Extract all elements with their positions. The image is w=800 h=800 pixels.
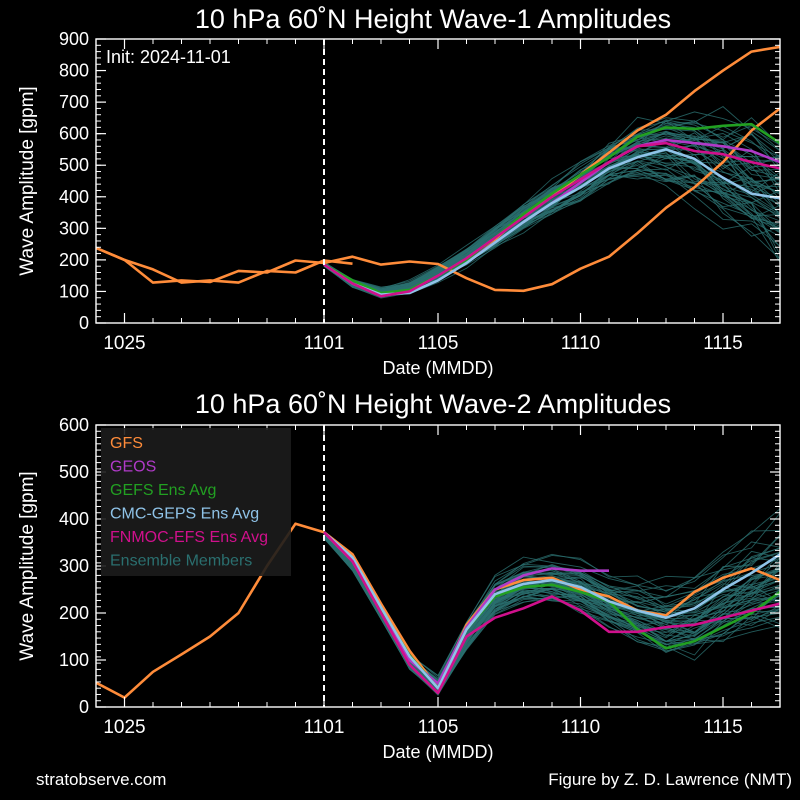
series-line-5 bbox=[323, 148, 780, 296]
ensemble-member-line bbox=[323, 536, 780, 687]
legend-entry: Ensemble Members bbox=[110, 553, 252, 570]
ensemble-member-line bbox=[323, 106, 780, 289]
legend-entry: GFS bbox=[110, 435, 143, 452]
legend-entry: GEFS Ens Avg bbox=[110, 482, 216, 499]
ensemble-member-line bbox=[323, 536, 780, 689]
ensemble-member-line bbox=[323, 136, 780, 293]
y-tick-label: 300 bbox=[59, 218, 89, 238]
series-line-4 bbox=[323, 531, 780, 690]
ensemble-member-line bbox=[323, 536, 780, 689]
ensemble-member-line bbox=[323, 536, 780, 689]
x-tick-label: 1110 bbox=[561, 717, 600, 738]
footer-site: stratobserve.com bbox=[36, 770, 167, 789]
y-tick-label: 900 bbox=[59, 29, 89, 49]
ensemble-member-line bbox=[323, 533, 780, 684]
ensemble-member-line bbox=[323, 142, 780, 293]
ensemble-member-line bbox=[323, 535, 780, 689]
series-line-0 bbox=[96, 246, 353, 284]
series-line-4 bbox=[323, 122, 780, 295]
ensemble-member-line bbox=[323, 535, 780, 687]
x-tick-label: 1105 bbox=[418, 717, 459, 738]
y-axis-label: Wave Amplitude [gpm] bbox=[17, 471, 38, 660]
y-tick-label: 200 bbox=[59, 603, 89, 623]
series-line-1 bbox=[323, 531, 780, 690]
plot-area bbox=[96, 508, 780, 699]
y-tick-label: 0 bbox=[79, 697, 89, 717]
x-tick-label: 1025 bbox=[103, 717, 145, 738]
ensemble-member-line bbox=[323, 535, 780, 690]
ensemble-member-line bbox=[323, 141, 780, 293]
y-tick-label: 700 bbox=[59, 92, 89, 112]
x-axis-label: Date (MMDD) bbox=[383, 742, 494, 762]
init-annotation: Init: 2024-11-01 bbox=[106, 47, 231, 67]
y-tick-label: 500 bbox=[59, 155, 89, 175]
y-tick-label: 300 bbox=[59, 556, 89, 576]
plot-area bbox=[96, 45, 780, 299]
x-tick-label: 1110 bbox=[561, 333, 600, 354]
ensemble-member-line bbox=[323, 535, 780, 689]
legend-entry: CMC-GEPS Ens Avg bbox=[110, 506, 259, 523]
ensemble-member-line bbox=[323, 111, 780, 290]
ensemble-member-line bbox=[323, 534, 780, 689]
ensemble-member-line bbox=[323, 535, 780, 689]
y-axis-label: Wave Amplitude [gpm] bbox=[17, 86, 38, 275]
y-tick-label: 800 bbox=[59, 61, 89, 81]
ensemble-member-line bbox=[323, 535, 780, 689]
series-line-1 bbox=[96, 107, 780, 293]
ensemble-member-line bbox=[323, 143, 780, 291]
x-tick-label: 1115 bbox=[703, 333, 742, 354]
x-axis-label: Date (MMDD) bbox=[383, 358, 494, 378]
y-tick-label: 400 bbox=[59, 187, 89, 207]
legend-entry: GEOS bbox=[110, 459, 156, 476]
y-tick-label: 600 bbox=[59, 415, 89, 435]
ensemble-member-line bbox=[323, 535, 780, 690]
chart-panel-2: 0 100 200 300 400 500 600 1025 1101 1105 1110 1115 1… bbox=[17, 389, 781, 762]
x-tick-label: 1101 bbox=[304, 717, 345, 738]
ensemble-member-line bbox=[323, 537, 780, 693]
ensemble-member-line bbox=[323, 535, 780, 687]
x-tick-label: 1115 bbox=[703, 717, 742, 738]
ensemble-member-line bbox=[323, 537, 780, 696]
series-line-6 bbox=[323, 141, 780, 298]
y-tick-label: 600 bbox=[59, 124, 89, 144]
ensemble-member-line bbox=[323, 536, 780, 689]
y-tick-label: 0 bbox=[79, 313, 89, 333]
legend: GFS GEOS GEFS Ens Avg CMC-GEPS Ens Avg FNMOC… bbox=[101, 428, 291, 576]
footer-credit: Figure by Z. D. Lawrence (NMT) bbox=[548, 770, 792, 789]
y-tick-label: 100 bbox=[59, 650, 89, 670]
ensemble-member-line bbox=[323, 537, 780, 695]
y-tick-label: 100 bbox=[59, 281, 89, 301]
x-tick-label: 1105 bbox=[418, 333, 459, 354]
y-tick-label: 400 bbox=[59, 509, 89, 529]
chart-title: 10 hPa 60˚N Height Wave-1 Amplitudes bbox=[195, 4, 671, 34]
chart-panel-1: 0 100 200 300 400 500 600 700 800 900 1025 1101 1105… bbox=[17, 4, 781, 378]
ensemble-member-line bbox=[323, 535, 780, 688]
x-tick-label: 1101 bbox=[304, 333, 345, 354]
x-tick-label: 1025 bbox=[103, 333, 145, 354]
y-tick-label: 200 bbox=[59, 250, 89, 270]
legend-box bbox=[101, 428, 291, 576]
y-tick-label: 500 bbox=[59, 462, 89, 482]
series-line-5 bbox=[323, 531, 780, 695]
chart-title: 10 hPa 60˚N Height Wave-2 Amplitudes bbox=[195, 389, 671, 419]
series-line-2 bbox=[323, 531, 609, 685]
legend-entry: FNMOC-EFS Ens Avg bbox=[110, 529, 268, 546]
